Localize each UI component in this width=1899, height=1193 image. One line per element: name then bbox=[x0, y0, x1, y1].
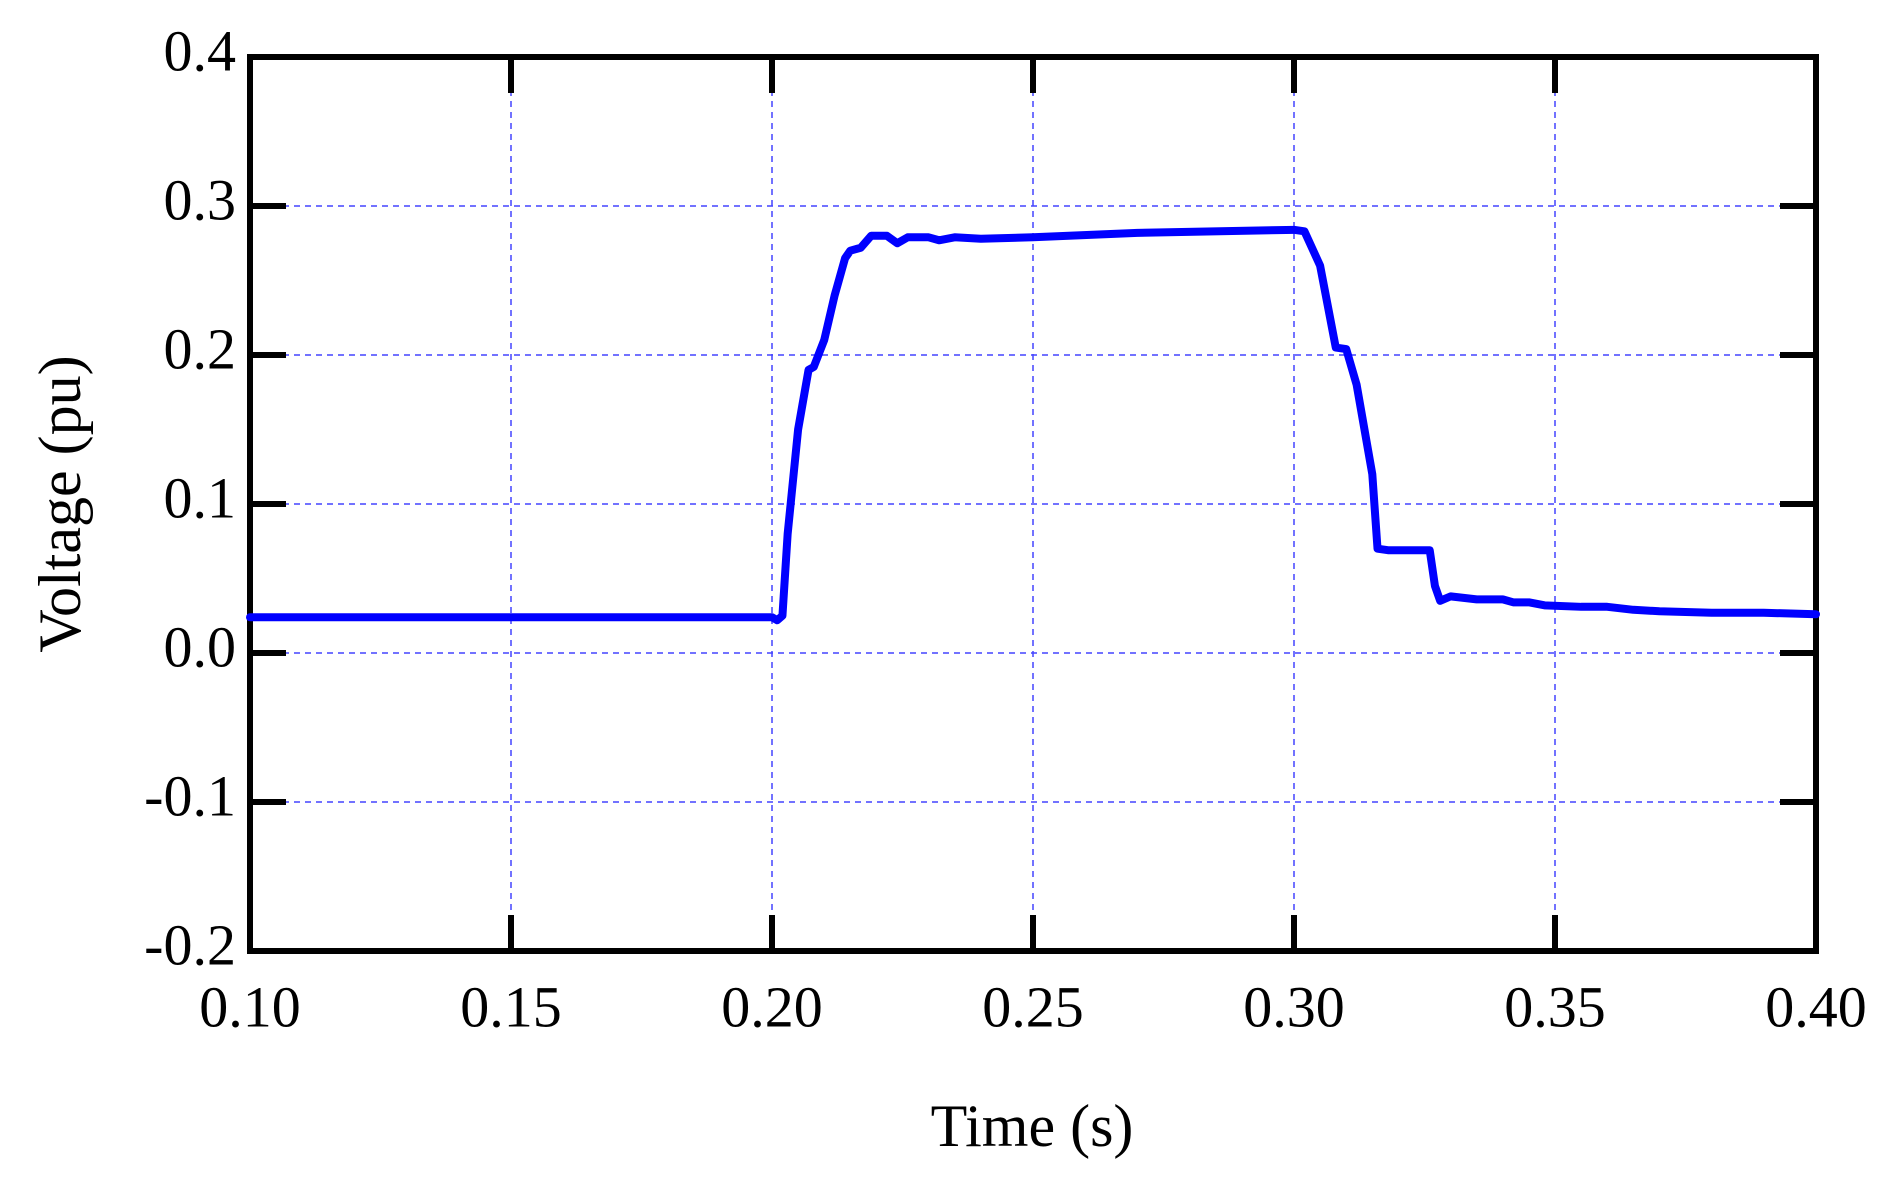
x-tick-label: 0.35 bbox=[1504, 974, 1606, 1039]
y-axis-title: Voltage (pu) bbox=[27, 355, 93, 652]
y-tick-label: 0.3 bbox=[164, 167, 237, 232]
y-tick-label: 0.1 bbox=[164, 465, 237, 530]
y-tick-label: 0.2 bbox=[164, 316, 237, 381]
x-tick-label: 0.10 bbox=[199, 974, 301, 1039]
x-axis-title: Time (s) bbox=[931, 1093, 1134, 1159]
x-tick-label: 0.40 bbox=[1765, 974, 1867, 1039]
x-tick-label: 0.25 bbox=[982, 974, 1084, 1039]
y-tick-label: -0.1 bbox=[144, 763, 236, 828]
y-tick-label: 0.0 bbox=[164, 614, 237, 679]
y-tick-label: 0.4 bbox=[164, 18, 237, 83]
x-tick-label: 0.20 bbox=[721, 974, 823, 1039]
data-line bbox=[246, 225, 1820, 625]
x-tick-label: 0.30 bbox=[1243, 974, 1345, 1039]
plot-frame bbox=[247, 54, 1819, 954]
x-tick-label: 0.15 bbox=[460, 974, 562, 1039]
y-tick-label: -0.2 bbox=[144, 912, 236, 977]
